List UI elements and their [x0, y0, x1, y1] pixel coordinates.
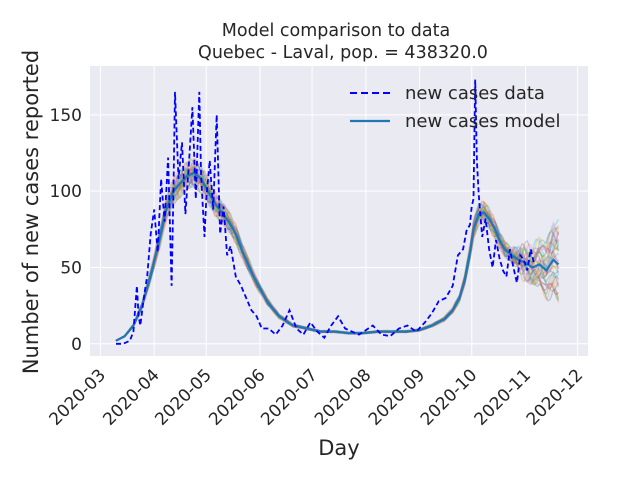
x-axis-ticks: 2020-032020-042020-052020-062020-072020-… [46, 365, 588, 429]
plot-area [90, 66, 588, 356]
series-line-new-cases-model [115, 171, 560, 342]
x-tick-label: 2020-07 [257, 365, 321, 429]
y-axis-ticks: 0 50 100 150 [50, 106, 82, 355]
y-tick-label: 50 [60, 258, 82, 278]
y-tick-label: 0 [71, 335, 82, 355]
x-axis-label: Day [318, 436, 359, 460]
x-tick-label: 2020-03 [46, 365, 110, 429]
legend-label-data: new cases data [405, 83, 545, 104]
x-tick-label: 2020-06 [205, 365, 269, 429]
y-axis-label: Number of new cases reported [19, 50, 43, 374]
legend: new cases data new cases model [350, 83, 560, 132]
legend-label-model: new cases model [405, 111, 560, 132]
series-line-new-cases-data [116, 79, 536, 345]
x-tick-label: 2020-05 [151, 365, 215, 429]
x-tick-label: 2020-08 [311, 365, 375, 429]
x-tick-label: 2020-09 [365, 365, 429, 429]
x-tick-label: 2020-10 [417, 365, 481, 429]
chart-subtitle: Quebec - Laval, pop. = 438320.0 [198, 43, 488, 63]
y-tick-label: 100 [50, 182, 82, 202]
x-tick-label: 2020-11 [471, 365, 535, 429]
grid-lines [90, 66, 588, 356]
chart-title: Model comparison to data [222, 21, 450, 41]
x-tick-label: 2020-12 [523, 365, 587, 429]
x-tick-label: 2020-04 [99, 365, 163, 429]
y-tick-label: 150 [50, 106, 82, 126]
series-lines [115, 79, 560, 345]
